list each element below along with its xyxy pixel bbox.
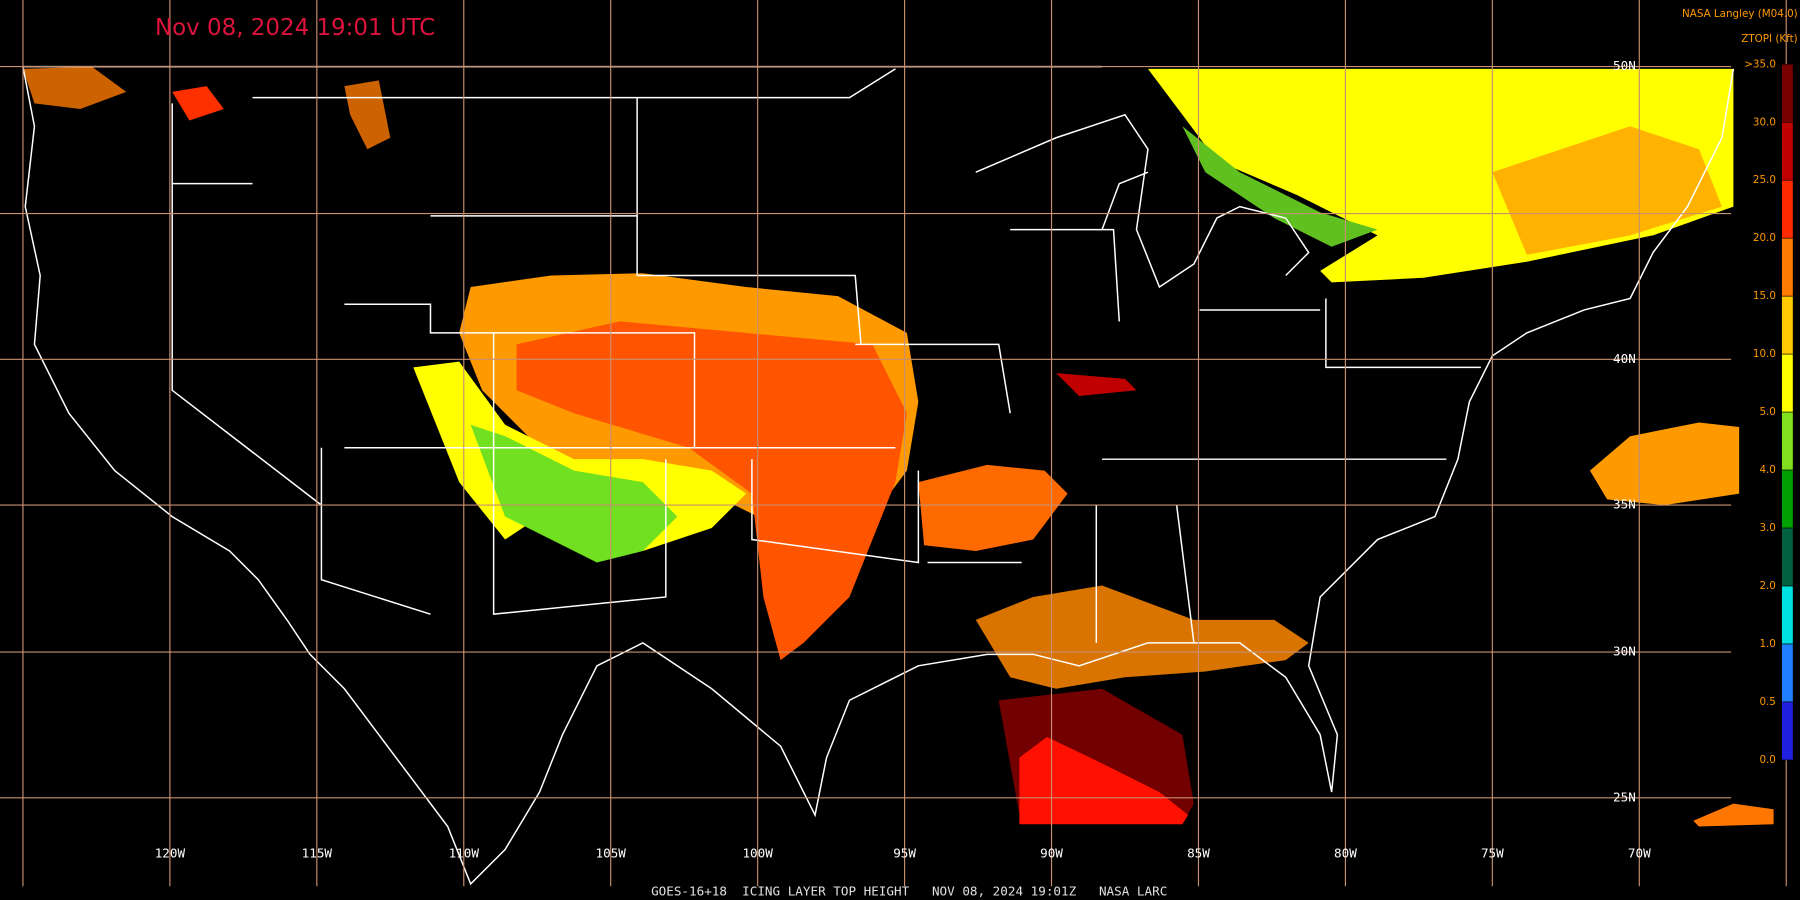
legend-swatch [1781,295,1794,355]
legend-label: 3.0 [1759,522,1775,534]
longitude-label: 75W [1481,846,1504,861]
longitude-label: 110W [449,846,480,861]
legend-label: 15.0 [1753,290,1776,302]
longitude-label: 90W [1040,846,1063,861]
icing-area [1693,803,1774,827]
legend-label: 0.5 [1759,696,1775,708]
legend-swatch [1781,353,1794,413]
longitude-label: 80W [1334,846,1357,861]
legend-swatch [1781,469,1794,529]
icing-coverage [22,66,1774,827]
timestamp: Nov 08, 2024 19:01 UTC [155,15,435,41]
coastline [22,66,1735,886]
legend-title: ZTOPI (Kft) [1741,33,1797,45]
legend-label: 10.0 [1753,348,1776,360]
legend-label: 1.0 [1759,638,1775,650]
legend-label: 30.0 [1753,116,1776,128]
icing-area [1056,373,1137,397]
legend-label: 2.0 [1759,580,1775,592]
icing-area [918,464,1068,552]
latitude-label: 50N [1613,58,1636,73]
icing-area [975,585,1309,689]
icing-area [22,66,127,110]
icing-area [1019,736,1189,825]
icing-area [1589,422,1740,506]
legend-label: 4.0 [1759,464,1775,476]
longitude-label: 120W [155,846,186,861]
legend-swatch [1781,643,1794,703]
legend-swatch [1781,701,1794,761]
latitude-label: 25N [1613,789,1636,804]
great-lakes [975,113,1310,289]
legend-label: >35.0 [1744,58,1776,70]
legend-label: 5.0 [1759,406,1775,418]
longitude-label: 70W [1628,846,1651,861]
latitude-label: 30N [1613,644,1636,659]
icing-area [516,321,907,661]
source: NASA Langley (M04.0) [1682,8,1798,20]
legend-swatch [1781,179,1794,239]
legend-swatch [1781,63,1794,123]
footer: GOES-16+18 ICING LAYER TOP HEIGHT NOV 08… [651,883,1167,898]
legend-label: 20.0 [1753,232,1776,244]
longitude-label: 95W [893,846,916,861]
longitude-label: 115W [302,846,333,861]
longitude-label: 100W [742,846,773,861]
legend-swatch [1781,527,1794,587]
legend-label: 25.0 [1753,174,1776,186]
latitude-label: 35N [1613,497,1636,512]
legend: ZTOPI (Kft) >35.0 30.0 25.0 20.0 15.0 10.0 5.0… [1741,33,1797,766]
longitude-label: 85W [1187,846,1210,861]
icing-area [1492,126,1722,255]
latitude-label: 40N [1613,351,1636,366]
legend-label: 0.0 [1759,754,1775,766]
legend-swatch [1781,585,1794,645]
icing-area [1182,126,1378,247]
icing-area [172,86,224,121]
legend-swatch [1781,237,1794,297]
legend-swatch [1781,411,1794,471]
longitude-label: 105W [596,846,627,861]
legend-swatch [1781,121,1794,181]
icing-area [470,424,678,563]
